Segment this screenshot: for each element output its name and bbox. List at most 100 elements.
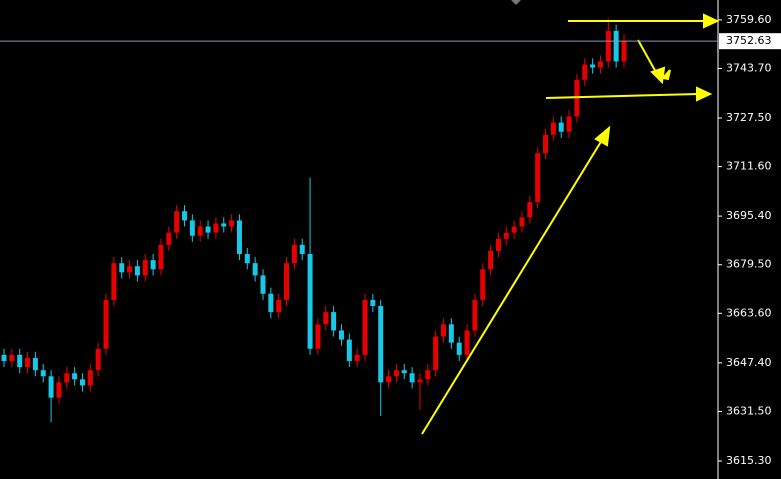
candle-body [72, 373, 78, 380]
candle-body [401, 370, 407, 374]
y-tick-label: 3663.60 [726, 306, 772, 319]
arrow-head [661, 69, 671, 81]
y-tick-label: 3727.50 [726, 111, 772, 124]
candle-body [252, 263, 258, 276]
candle-body [291, 244, 297, 264]
candle-body [1, 354, 7, 362]
candle-body [393, 370, 399, 377]
candle-body [119, 263, 125, 273]
arrow-head [594, 125, 611, 147]
y-tick-label: 3695.40 [726, 209, 772, 222]
candle-body [362, 299, 368, 355]
candle-body [378, 305, 384, 383]
candle-body [64, 373, 70, 383]
y-tick-label: 3631.50 [726, 404, 772, 417]
candle-body [590, 64, 596, 68]
candle-body [17, 354, 23, 368]
candle-body [111, 263, 117, 300]
candle-body [613, 30, 619, 62]
candle-body [582, 64, 588, 80]
candle-body [495, 238, 501, 251]
y-tick-label: 3615.30 [726, 454, 772, 467]
candle-body [535, 153, 541, 203]
y-tick-label: 3679.50 [726, 258, 772, 271]
candle-body [87, 370, 93, 386]
candle-body [488, 250, 494, 270]
candle-body [32, 357, 38, 371]
candle-body [299, 244, 305, 255]
candle-body [456, 342, 462, 355]
candle-body [519, 217, 525, 227]
candle-body [472, 299, 478, 331]
y-tick-label: 3647.40 [726, 356, 772, 369]
candle-body [166, 232, 172, 245]
candle-body [276, 299, 282, 313]
candle-body [370, 299, 376, 306]
arrow-head [650, 66, 666, 85]
candle-body [511, 226, 517, 233]
candle-body [409, 373, 415, 383]
candle-body [307, 254, 313, 349]
current-price-label: 3752.63 [726, 34, 772, 47]
current-price-box [719, 33, 781, 50]
candle-body [550, 122, 556, 135]
arrow [637, 39, 658, 75]
candle-body [433, 336, 439, 371]
candle-body [566, 116, 572, 132]
candle-body [543, 134, 549, 154]
candle-body [182, 211, 188, 221]
candle-body [48, 376, 54, 398]
arrow [421, 139, 603, 435]
candle-body [323, 312, 329, 325]
candle-body [284, 263, 290, 300]
candle-body [150, 260, 156, 270]
candle-body [440, 324, 446, 337]
y-tick-label: 3759.60 [726, 13, 772, 26]
candle-body [197, 226, 203, 236]
candle-body [158, 244, 164, 270]
candle-body [480, 269, 486, 300]
candle-body [503, 232, 509, 239]
arrow [545, 93, 699, 99]
arrow-head [703, 13, 720, 29]
candle-body [354, 354, 360, 362]
candle-body [221, 223, 227, 227]
candle-body [527, 202, 533, 218]
candle-body [558, 122, 564, 132]
candle-body [95, 348, 101, 371]
candle-body [597, 61, 603, 68]
annotations [421, 13, 720, 435]
candle-body [213, 223, 219, 233]
candle-body [268, 293, 274, 313]
candle-body [315, 324, 321, 349]
candle-body [9, 354, 15, 362]
candle-body [346, 339, 352, 362]
arrow-head [696, 86, 713, 102]
candle-body [40, 370, 46, 377]
candle-body [417, 379, 423, 383]
candle-body [79, 379, 85, 386]
candle-body [464, 330, 470, 355]
candle-body [103, 299, 109, 349]
candle-body [142, 260, 148, 276]
candle-body [448, 324, 454, 343]
y-tick-label: 3743.70 [726, 61, 772, 74]
candle-body [56, 382, 62, 398]
candle-body [386, 376, 392, 383]
candle-body [236, 220, 242, 255]
candle-body [189, 220, 195, 236]
candle-body [205, 226, 211, 233]
candle-body [260, 275, 266, 294]
candle-body [331, 312, 337, 331]
candle-body [174, 211, 180, 233]
candles [1, 18, 627, 423]
candle-body [229, 220, 235, 227]
candle-body [25, 357, 31, 368]
candle-body [244, 254, 250, 264]
candle-body [127, 266, 133, 273]
y-tick-label: 3711.60 [726, 160, 772, 173]
candle-body [621, 41, 627, 62]
candle-body [605, 30, 611, 62]
